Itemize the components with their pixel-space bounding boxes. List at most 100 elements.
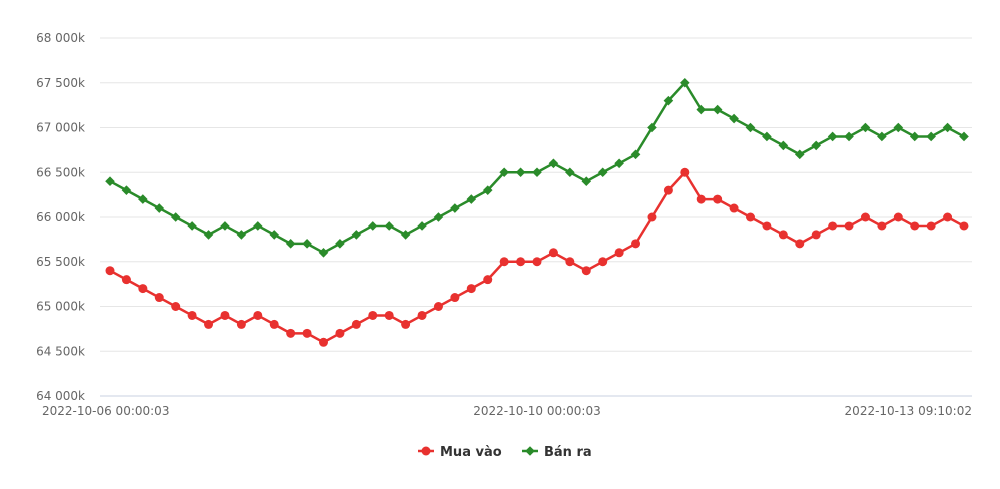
data-point[interactable] (630, 149, 641, 160)
data-point[interactable] (959, 221, 969, 231)
data-point[interactable] (417, 310, 427, 320)
data-point[interactable] (909, 131, 920, 142)
data-point[interactable] (187, 221, 197, 231)
data-point[interactable] (417, 221, 427, 231)
data-point[interactable] (499, 167, 509, 178)
data-point[interactable] (236, 230, 247, 240)
data-point[interactable] (877, 221, 887, 231)
data-point[interactable] (959, 131, 969, 142)
data-point[interactable] (647, 212, 657, 222)
data-point[interactable] (811, 230, 821, 240)
data-point[interactable] (154, 293, 164, 303)
data-point[interactable] (942, 122, 953, 133)
data-point[interactable] (844, 131, 854, 142)
data-point[interactable] (450, 293, 460, 303)
data-point[interactable] (663, 95, 674, 106)
data-point[interactable] (203, 230, 214, 240)
data-point[interactable] (844, 221, 854, 231)
data-point[interactable] (121, 185, 132, 195)
data-point[interactable] (828, 221, 838, 231)
data-point[interactable] (762, 131, 772, 142)
data-point[interactable] (269, 319, 279, 329)
data-point[interactable] (811, 140, 821, 151)
data-point[interactable] (680, 167, 690, 177)
data-point[interactable] (745, 122, 756, 133)
data-point[interactable] (565, 257, 575, 267)
data-point[interactable] (532, 257, 542, 267)
data-point[interactable] (285, 239, 296, 249)
data-point[interactable] (795, 239, 805, 249)
data-point[interactable] (729, 113, 739, 124)
data-point[interactable] (450, 203, 460, 213)
data-point[interactable] (926, 221, 936, 231)
legend-item-2[interactable]: Bán ra (522, 445, 592, 460)
data-point[interactable] (138, 194, 148, 204)
data-point[interactable] (860, 122, 871, 133)
data-point[interactable] (614, 248, 624, 258)
data-point[interactable] (729, 203, 739, 213)
data-point[interactable] (827, 131, 838, 142)
data-point[interactable] (433, 212, 444, 222)
data-point[interactable] (910, 221, 920, 231)
data-point[interactable] (433, 302, 443, 311)
data-point[interactable] (466, 194, 477, 204)
data-point[interactable] (351, 319, 361, 329)
data-point[interactable] (204, 319, 214, 329)
data-point[interactable] (384, 310, 394, 320)
data-point[interactable] (663, 185, 673, 195)
data-point[interactable] (318, 248, 329, 258)
data-point[interactable] (696, 194, 706, 204)
data-point[interactable] (482, 185, 493, 195)
data-point[interactable] (696, 104, 707, 115)
data-point[interactable] (253, 221, 263, 231)
data-point[interactable] (581, 266, 591, 276)
data-point[interactable] (548, 158, 559, 169)
data-point[interactable] (351, 230, 362, 240)
data-point[interactable] (220, 310, 230, 320)
data-point[interactable] (515, 167, 526, 178)
data-point[interactable] (647, 122, 657, 133)
data-point[interactable] (286, 328, 296, 338)
data-point[interactable] (548, 248, 558, 258)
data-point[interactable] (532, 167, 542, 178)
data-point[interactable] (794, 149, 805, 160)
legend[interactable]: Mua vào Bán ra (418, 445, 592, 460)
data-point[interactable] (516, 257, 526, 267)
data-point[interactable] (170, 212, 181, 222)
data-point[interactable] (368, 310, 378, 320)
data-point[interactable] (269, 230, 280, 240)
data-point[interactable] (597, 167, 608, 178)
data-point[interactable] (614, 158, 624, 169)
data-point[interactable] (565, 167, 575, 178)
data-point[interactable] (631, 239, 641, 249)
data-point[interactable] (778, 140, 789, 151)
data-point[interactable] (400, 230, 411, 240)
data-point[interactable] (466, 284, 476, 294)
data-point[interactable] (335, 239, 345, 249)
data-point[interactable] (319, 337, 328, 347)
data-point[interactable] (499, 257, 509, 267)
data-point[interactable] (581, 176, 592, 186)
data-point[interactable] (187, 310, 197, 320)
data-point[interactable] (367, 221, 378, 231)
data-point[interactable] (483, 275, 493, 285)
data-point[interactable] (220, 221, 230, 231)
data-point[interactable] (302, 328, 312, 338)
data-point[interactable] (746, 212, 755, 222)
data-point[interactable] (384, 221, 394, 231)
data-point[interactable] (236, 319, 246, 329)
data-point[interactable] (105, 176, 115, 186)
data-point[interactable] (154, 203, 165, 213)
data-point[interactable] (171, 302, 181, 311)
data-point[interactable] (893, 122, 904, 133)
data-point[interactable] (680, 77, 690, 88)
legend-item-1[interactable]: Mua vào (418, 445, 502, 460)
data-point[interactable] (401, 319, 411, 329)
data-point[interactable] (762, 221, 772, 231)
data-point[interactable] (712, 104, 723, 115)
data-point[interactable] (713, 194, 723, 204)
data-point[interactable] (121, 275, 131, 285)
data-point[interactable] (778, 230, 788, 240)
data-point[interactable] (335, 328, 345, 338)
data-point[interactable] (860, 212, 870, 222)
